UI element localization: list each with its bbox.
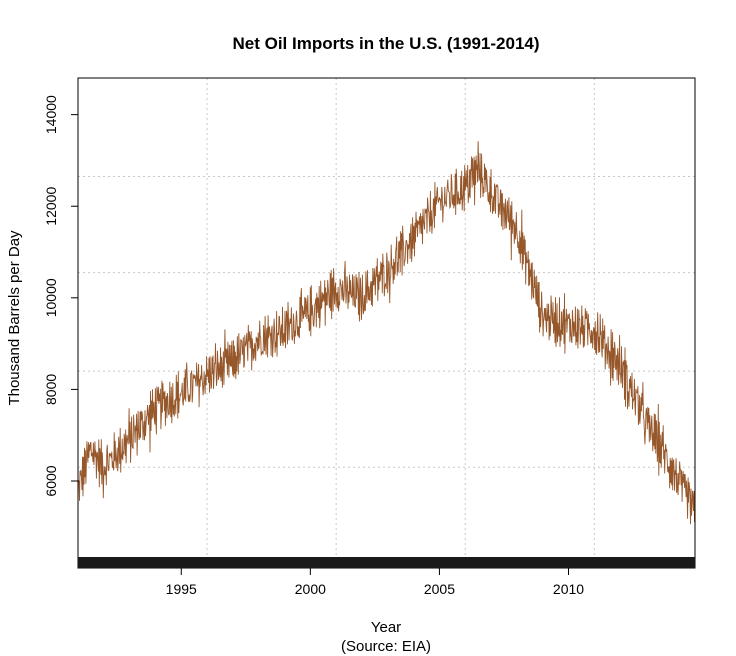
y-axis-label: Thousand Barrels per Day (6, 230, 23, 406)
y-tick-label-14000: 14000 (43, 95, 59, 134)
x-tick-label-1995: 1995 (166, 581, 197, 597)
series-line (77, 141, 696, 525)
y-axis: 6000 8000 10000 12000 14000 (43, 95, 78, 497)
x-tick-label-2005: 2005 (424, 581, 455, 597)
y-tick-label-6000: 6000 (43, 465, 59, 496)
series-net-imports (77, 141, 696, 525)
x-axis-source-note: (Source: EIA) (341, 638, 431, 655)
x-axis-label: Year (371, 619, 401, 636)
x-tick-label-2010: 2010 (553, 581, 584, 597)
y-tick-label-8000: 8000 (43, 374, 59, 405)
x-tick-label-2000: 2000 (295, 581, 326, 597)
y-tick-label-10000: 10000 (43, 278, 59, 317)
grid-lines (78, 78, 695, 568)
rug-band (78, 557, 695, 568)
chart-title: Net Oil Imports in the U.S. (1991-2014) (232, 34, 539, 53)
y-tick-label-12000: 12000 (43, 187, 59, 226)
x-axis: 1995 2000 2005 2010 (166, 568, 584, 597)
